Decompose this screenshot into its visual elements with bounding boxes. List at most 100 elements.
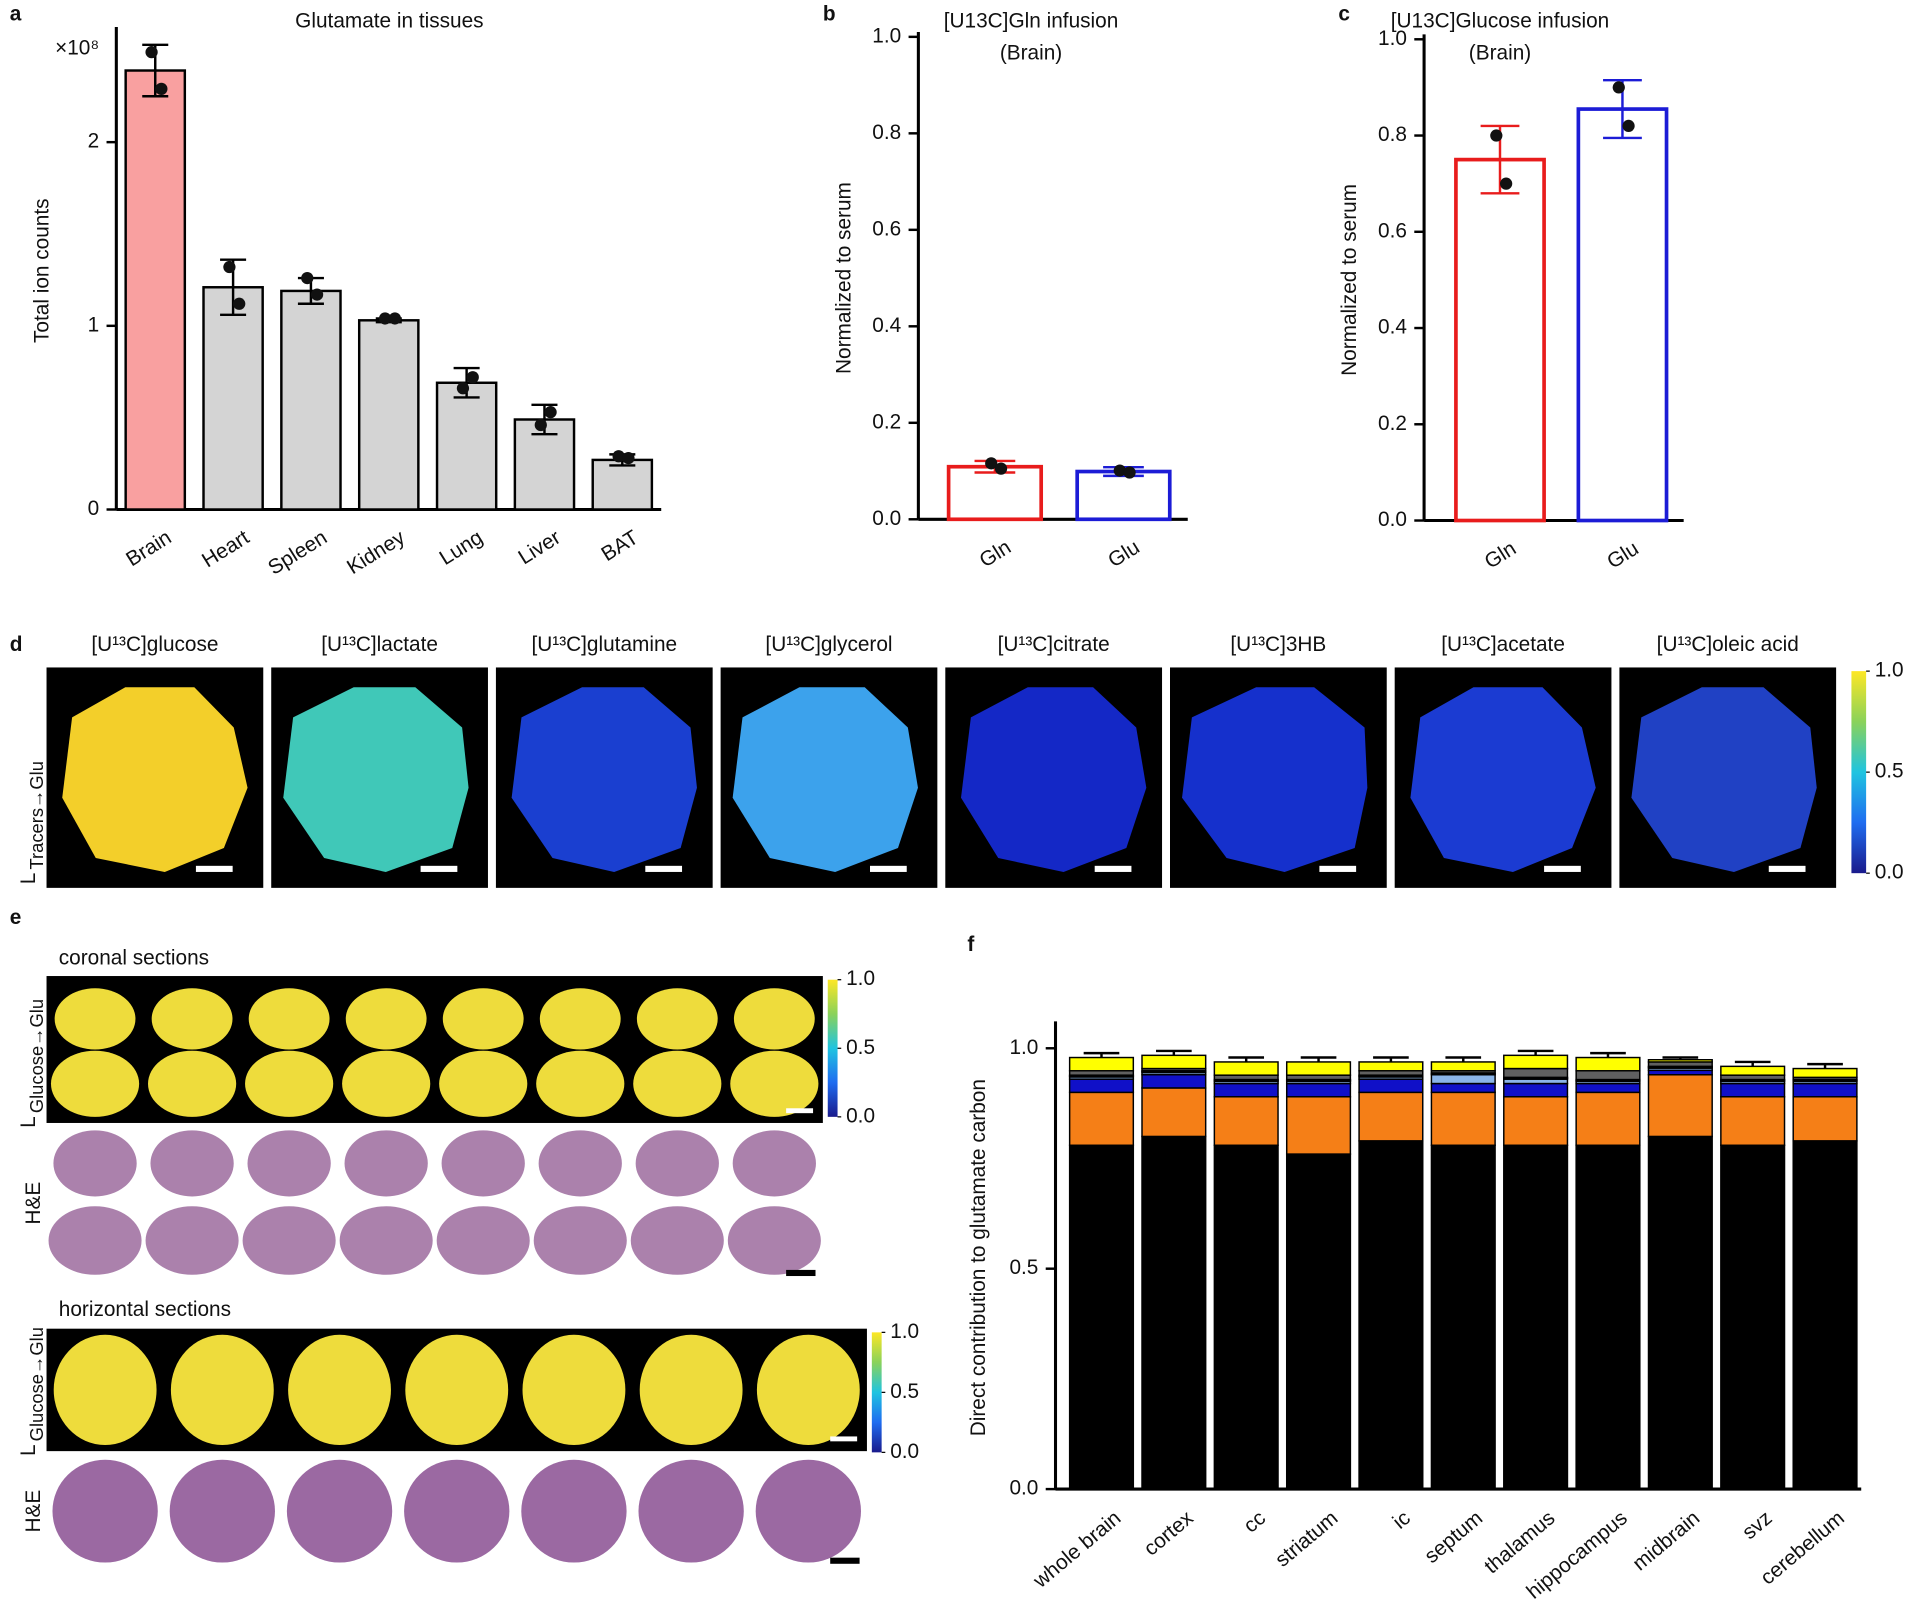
bar-segment <box>1068 1056 1135 1072</box>
y-tick-label: 1.0 <box>1009 1036 1038 1059</box>
bar-segment <box>1285 1061 1352 1076</box>
he-section <box>242 1206 336 1275</box>
tissue-map <box>62 687 248 873</box>
scale-bar <box>195 865 233 872</box>
x-tick-label: Glu <box>1104 536 1144 573</box>
colorbar-tick-label: 0.5 <box>890 1380 919 1403</box>
he-section <box>52 1459 158 1563</box>
image-title: [U¹³C]glycerol <box>765 633 892 656</box>
he-section <box>48 1206 142 1275</box>
scale-bar <box>830 1436 858 1442</box>
he-section <box>286 1459 393 1563</box>
y-tick-label: 1.0 <box>1378 27 1407 50</box>
data-point <box>994 462 1008 475</box>
bar-segment <box>1430 1073 1496 1085</box>
bar <box>1075 469 1172 522</box>
bar-segment <box>1503 1067 1569 1079</box>
bar-segment <box>1647 1059 1713 1063</box>
bar-segment <box>1575 1070 1641 1081</box>
y-axis-label: Normalized to serum <box>832 182 855 374</box>
y-tick-label: 0.8 <box>1378 123 1407 146</box>
scale-bar <box>786 1108 814 1114</box>
chart-title: [U13C]Gln infusion <box>944 10 1119 33</box>
bar-segment <box>1575 1056 1641 1072</box>
chart-title: [U13C]Glucose infusion <box>1391 10 1609 33</box>
bar-segment <box>1358 1140 1424 1490</box>
data-point <box>534 418 547 432</box>
bar-segment <box>1720 1096 1786 1146</box>
bar-segment <box>1792 1067 1858 1079</box>
x-tick-label: midbrain <box>1628 1506 1704 1575</box>
image-title: [U¹³C]lactate <box>321 633 438 656</box>
chart-subtitle: (Brain) <box>1469 41 1531 64</box>
data-point <box>310 288 324 301</box>
bar-segment <box>1792 1096 1858 1142</box>
image-title: [U¹³C]citrate <box>998 633 1110 656</box>
he-section <box>53 1130 137 1197</box>
he-section <box>538 1130 622 1197</box>
he-label: H&E <box>22 1182 45 1225</box>
y-tick-label: 0.0 <box>1009 1477 1038 1500</box>
scale-bar <box>1319 865 1357 872</box>
tissue-map <box>756 1334 860 1446</box>
scale-bar <box>870 865 907 872</box>
bar <box>591 458 654 511</box>
he-section <box>344 1130 428 1197</box>
bar <box>1454 157 1546 523</box>
data-point <box>1622 119 1635 133</box>
tissue-map <box>283 687 469 873</box>
he-section <box>732 1130 816 1197</box>
data-point <box>145 46 158 59</box>
x-tick-label: Brain <box>122 526 175 571</box>
chart-subtitle: (Brain) <box>1000 41 1062 64</box>
bar-segment <box>1285 1096 1352 1155</box>
x-tick-label: svz <box>1738 1506 1777 1544</box>
tissue-map <box>1410 687 1596 873</box>
bar-segment <box>1213 1061 1279 1076</box>
tissue-map <box>342 1050 431 1117</box>
section-title: horizontal sections <box>59 1298 231 1321</box>
bar-segment <box>1358 1078 1424 1094</box>
x-tick-label: Gln <box>1481 537 1521 574</box>
tissue-map <box>50 1050 140 1117</box>
he-section <box>441 1130 525 1197</box>
y-tick-label: 0.6 <box>1378 219 1407 242</box>
y-tick-label: 0.8 <box>872 121 901 144</box>
bar <box>280 289 342 511</box>
y-tick-label: 0.4 <box>1378 316 1407 339</box>
y-label: L <box>17 1444 40 1456</box>
scale-bar <box>830 1557 860 1564</box>
colorbar-tick-label: 1.0 <box>1875 659 1904 682</box>
data-point <box>388 312 402 325</box>
tissue-map <box>633 1050 722 1117</box>
bar <box>946 464 1044 522</box>
data-point <box>1113 464 1126 477</box>
tissue-map <box>732 687 918 873</box>
colorbar <box>827 979 838 1117</box>
tissue-map <box>245 1050 334 1117</box>
he-section <box>755 1459 861 1563</box>
data-point <box>301 271 314 285</box>
bar <box>202 286 264 511</box>
tissue-map <box>405 1334 509 1446</box>
bar-segment <box>1503 1054 1569 1070</box>
colorbar-tick-label: 1.0 <box>846 967 875 990</box>
x-tick-label: septum <box>1420 1506 1487 1567</box>
bar-segment <box>1213 1096 1279 1146</box>
y-label-sub: Tracers→Glu <box>26 761 47 869</box>
y-label: L <box>17 1116 40 1128</box>
bar-segment <box>1503 1082 1569 1098</box>
data-point <box>1123 466 1136 479</box>
bar-segment <box>1358 1061 1424 1072</box>
tissue-map <box>54 988 136 1050</box>
x-tick-label: striatum <box>1271 1506 1342 1571</box>
x-tick-label: Glu <box>1603 537 1643 574</box>
tissue-map <box>442 988 524 1050</box>
tissue-map <box>636 988 718 1050</box>
bar <box>1576 107 1669 523</box>
tissue-map <box>148 1050 237 1117</box>
colorbar-tick-label: 0.5 <box>846 1036 875 1059</box>
he-section <box>630 1206 724 1275</box>
bar-segment <box>1213 1144 1279 1490</box>
